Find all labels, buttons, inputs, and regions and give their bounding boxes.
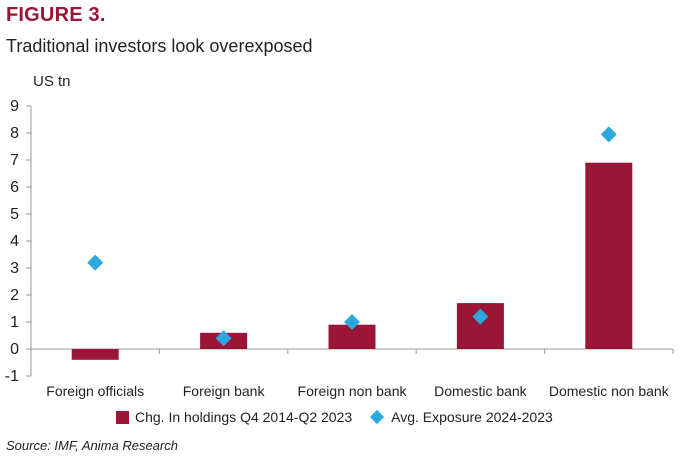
y-tick-label: 3 — [10, 260, 19, 277]
exposure-marker — [215, 330, 232, 347]
chart-legend: Chg. In holdings Q4 2014-Q2 2023 Avg. Ex… — [116, 409, 571, 425]
bar — [585, 162, 633, 349]
y-tick-label: 8 — [10, 125, 19, 142]
y-tick-label: 2 — [10, 287, 19, 304]
legend-item-holdings: Chg. In holdings Q4 2014-Q2 2023 — [116, 409, 352, 425]
legend-bar-swatch — [116, 410, 129, 424]
x-category-label: Foreign officials — [46, 383, 144, 399]
exposure-marker — [472, 308, 489, 325]
y-tick-label: 0 — [10, 341, 19, 358]
x-category-label: Foreign non bank — [298, 383, 408, 399]
y-tick-label: 5 — [10, 206, 19, 223]
legend-item-exposure: Avg. Exposure 2024-2023 — [370, 409, 553, 425]
y-tick-label: -1 — [5, 368, 19, 385]
y-tick-label: 6 — [10, 179, 19, 196]
exposure-marker — [87, 254, 104, 271]
y-axis-unit-label: US tn — [33, 73, 71, 90]
x-category-label: Domestic non bank — [549, 383, 670, 399]
legend-diamond-swatch — [370, 409, 385, 425]
y-tick-label: 4 — [10, 233, 19, 250]
exposure-marker — [344, 314, 360, 330]
y-tick-label: 1 — [10, 314, 19, 331]
figure-label: FIGURE 3. — [6, 4, 106, 26]
y-tick-label: 9 — [10, 98, 19, 115]
x-category-label: Domestic bank — [434, 383, 528, 399]
source-note: Source: IMF, Anima Research — [6, 438, 178, 453]
x-category-label: Foreign bank — [183, 383, 266, 399]
bar — [71, 349, 119, 360]
legend-label-holdings: Chg. In holdings Q4 2014-Q2 2023 — [135, 409, 353, 425]
legend-label-exposure: Avg. Exposure 2024-2023 — [391, 409, 553, 425]
exposure-marker — [600, 126, 617, 143]
chart-title: Traditional investors look overexposed — [6, 36, 313, 56]
y-tick-label: 7 — [10, 152, 19, 169]
